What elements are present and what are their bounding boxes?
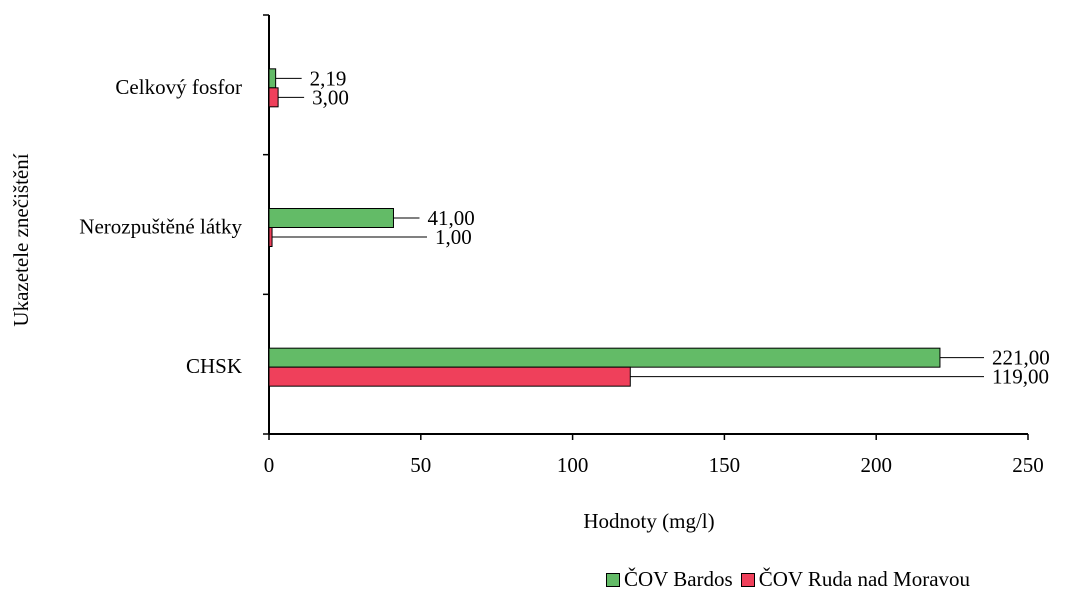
bar-bardos [268,68,277,89]
x-tick-label: 200 [860,453,892,477]
x-tick-label: 150 [709,453,741,477]
data-label: 2,19 [310,66,347,90]
bars [268,68,941,387]
y-tick-label: CHSK [186,354,242,378]
bar-bardos [268,208,394,228]
legend-item-bardos: ČOV Bardos [606,567,733,592]
data-label: 3,00 [312,85,349,109]
legend-item-ruda: ČOV Ruda nad Moravou [740,567,971,592]
data-label: 119,00 [992,365,1049,389]
x-axis-title: Hodnoty (mg/l) [583,509,714,533]
bar-ruda [268,227,273,247]
legend: ČOV Bardos ČOV Ruda nad Moravou [606,567,978,592]
legend-label-bardos: ČOV Bardos [624,567,733,591]
legend-label-ruda: ČOV Ruda nad Moravou [758,567,971,591]
bar-ruda [268,366,631,387]
bar-ruda [268,87,279,108]
data-label: 1,00 [435,225,472,249]
y-tick-label: Nerozpuštěné látky [79,215,242,239]
axes: 0 50 100 150 200 250 Celkový fosfor Nerozpuštěn… [79,14,1044,477]
data-label: 41,00 [427,206,474,230]
bar-bardos [268,347,941,368]
x-tick-label: 0 [264,453,275,477]
x-tick-label: 100 [557,453,589,477]
y-tick-label: Celkový fosfor [115,75,242,99]
y-axis-title: Ukazetele znečištění [9,153,33,326]
x-tick-label: 50 [410,453,431,477]
legend-swatch-bardos [606,572,620,587]
x-tick-label: 250 [1012,453,1044,477]
legend-swatch-ruda [740,572,755,587]
data-label: 221,00 [992,346,1050,370]
